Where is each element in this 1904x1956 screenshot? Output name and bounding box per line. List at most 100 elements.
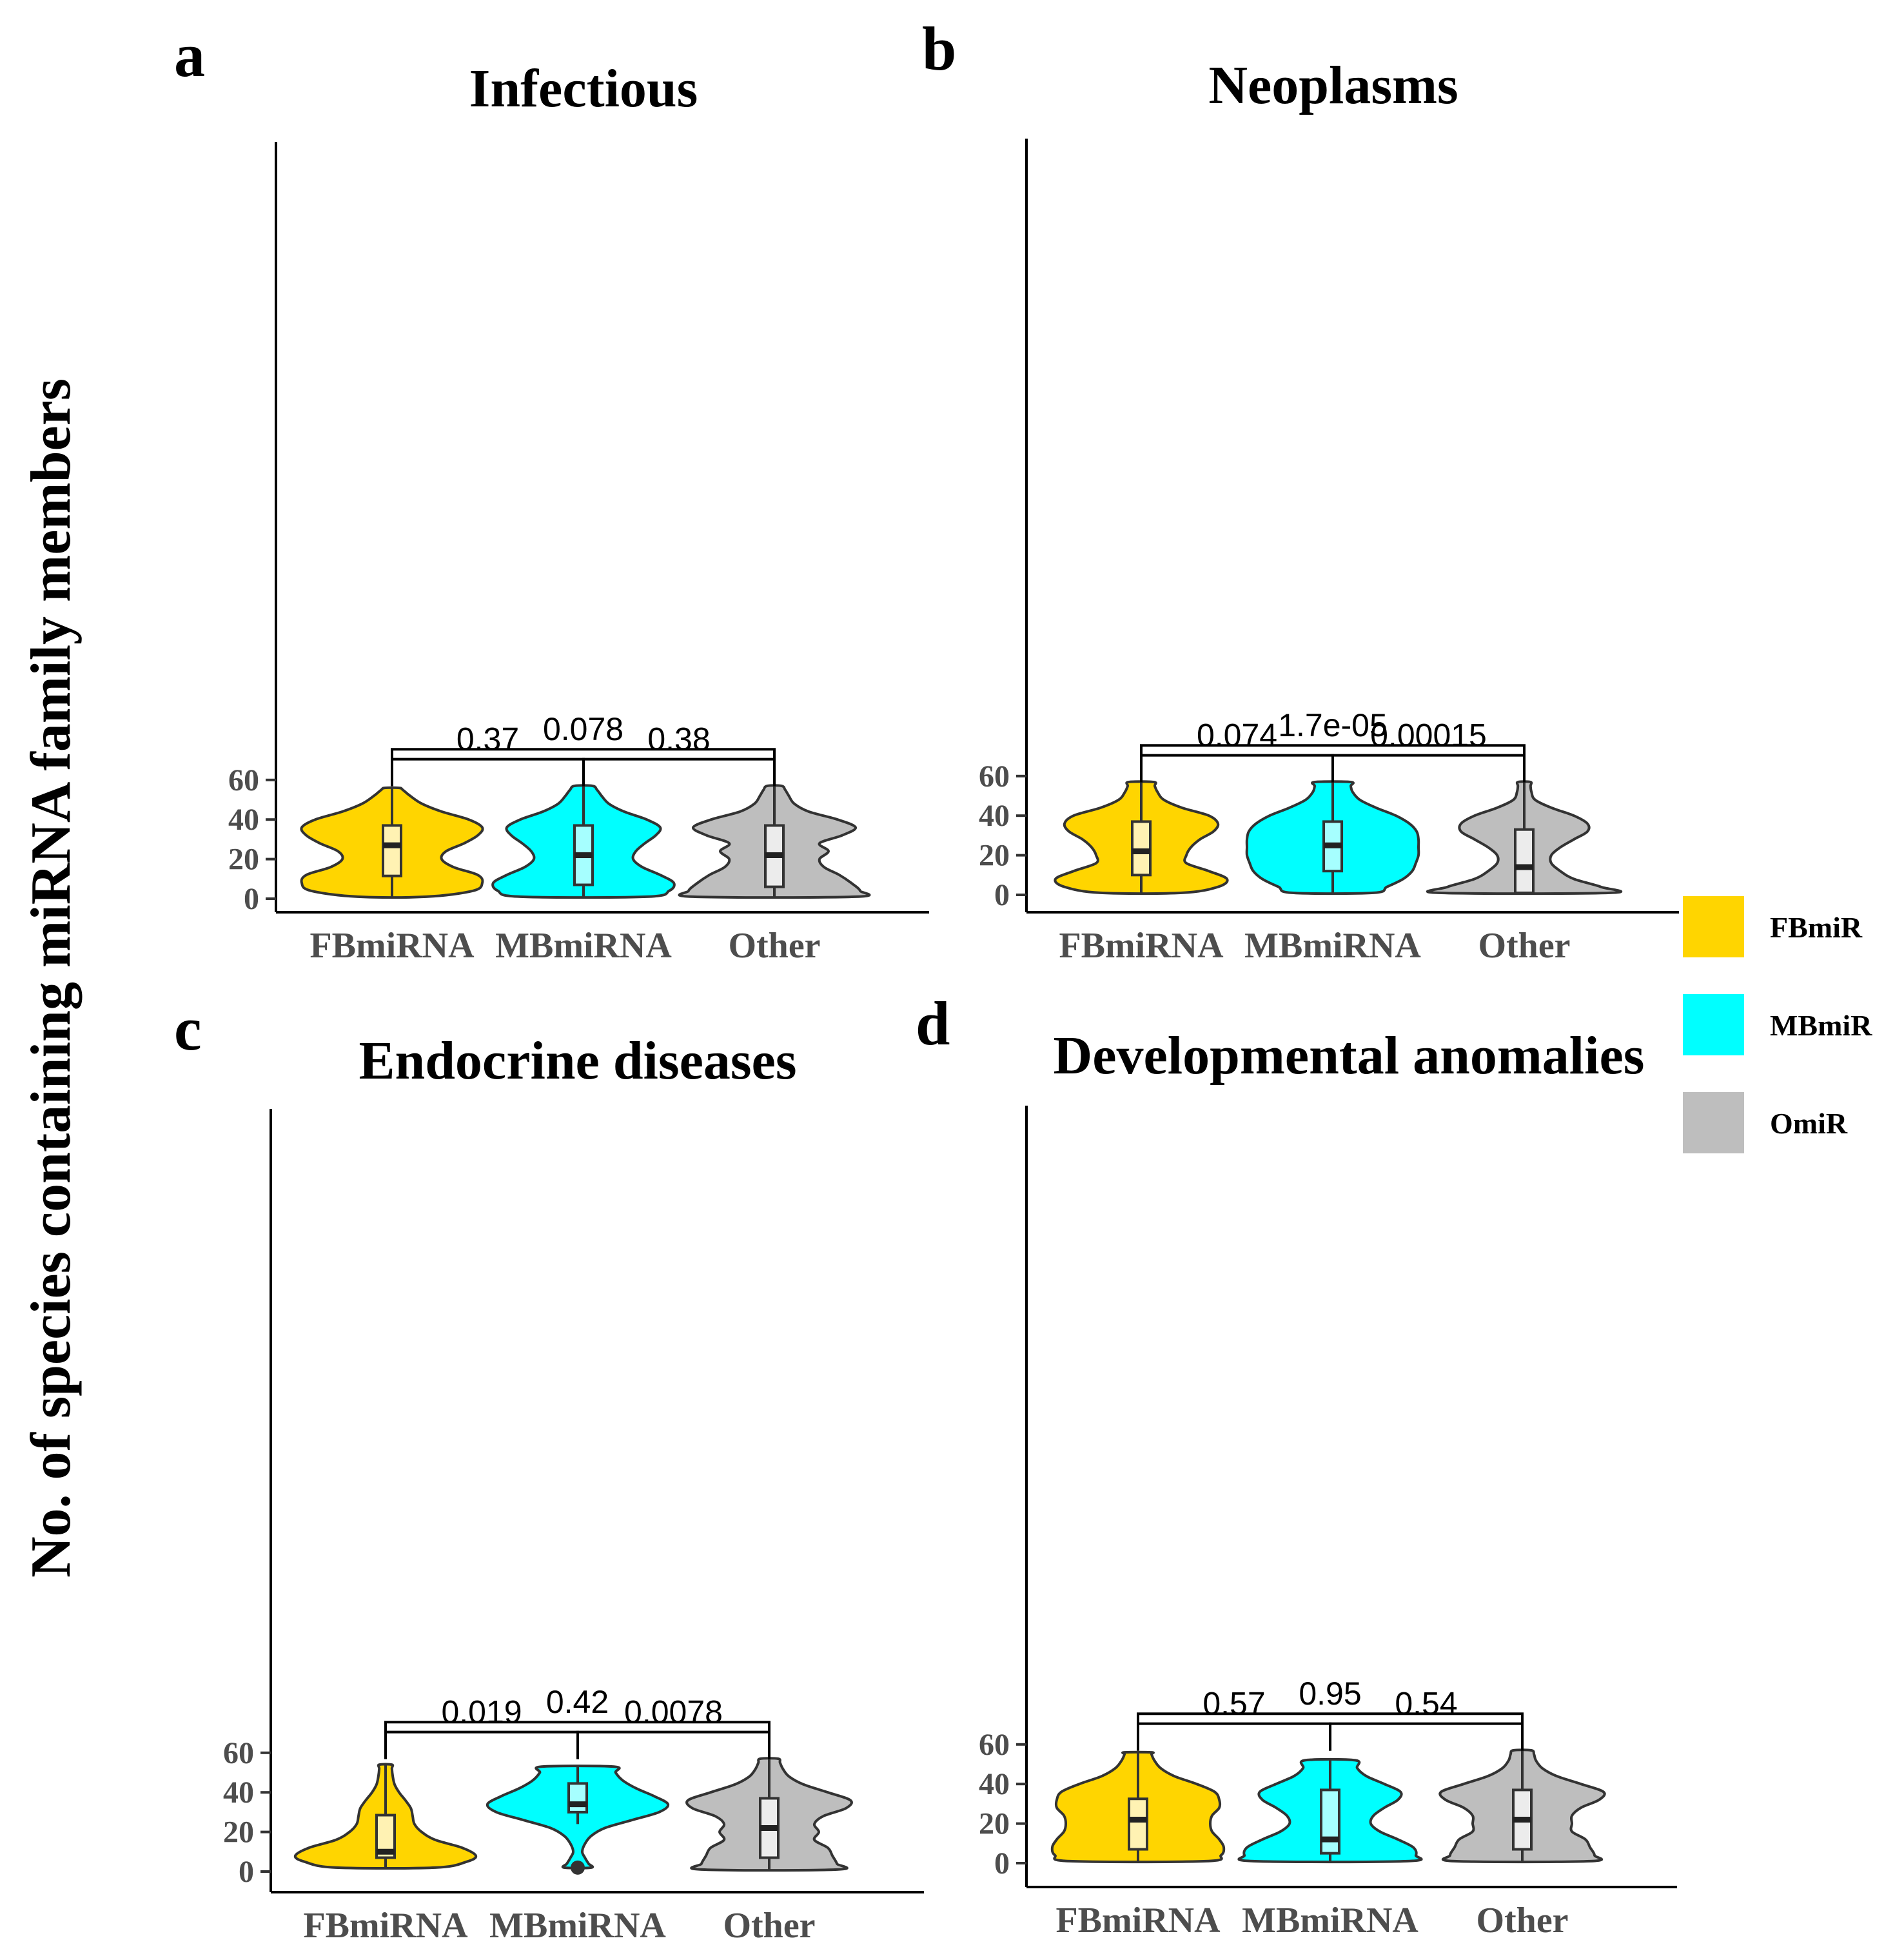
x-tick-label: MBmiRNA	[495, 926, 672, 966]
legend-item: OmiR	[1683, 1092, 1848, 1153]
comparison-bracket: 0.42	[384, 1684, 770, 1750]
y-tick-label: 0	[994, 1846, 1010, 1881]
bracket-line	[1137, 1712, 1524, 1741]
violin-Other	[685, 1757, 853, 1872]
box-iqr	[1514, 828, 1535, 894]
bracket-line	[1329, 1722, 1524, 1751]
violin-Other	[1426, 780, 1623, 895]
panel-c: c Endocrine diseases 0 20 40 60 FBmiRNA MBmiRNA…	[174, 994, 924, 1946]
legend: FBmiR MBmiR OmiR	[1683, 896, 1872, 1153]
y-tick-label: 60	[223, 1736, 254, 1770]
x-tick-label: Other	[728, 926, 820, 966]
comparison-bracket: 1.7e-05	[1140, 707, 1526, 773]
p-value-label: 0.074	[1197, 718, 1277, 754]
y-tick-label: 0	[244, 882, 259, 916]
legend-item: MBmiR	[1683, 994, 1872, 1055]
box-iqr	[567, 1782, 588, 1814]
p-value-label: 0.078	[543, 711, 623, 747]
figure-y-axis-label: No. of species containing miRNA family m…	[20, 378, 83, 1578]
y-tick-label: 40	[979, 799, 1010, 833]
box-iqr	[1131, 820, 1152, 877]
p-value-label: 0.37	[456, 721, 519, 758]
violin-MBmiRNA	[486, 1765, 670, 1875]
p-value-label: 0.54	[1395, 1686, 1457, 1722]
y-tick-label: 60	[228, 763, 259, 797]
violin-MBmiRNA	[1237, 1757, 1423, 1864]
legend-swatch	[1683, 1092, 1744, 1153]
p-value-label: 1.7e-05	[1278, 707, 1388, 743]
legend-label: FBmiR	[1770, 911, 1863, 944]
violin-FBmiRNA	[300, 786, 484, 899]
comparison-bracket: 0.00015	[1331, 718, 1526, 783]
y-tick-label: 60	[979, 1728, 1010, 1762]
bracket-line	[1331, 754, 1526, 783]
bracket-line	[391, 748, 776, 777]
violin-MBmiRNA	[491, 784, 676, 899]
legend-item: FBmiR	[1683, 896, 1863, 957]
bracket-line	[384, 1721, 770, 1750]
y-tick-label: 20	[228, 843, 259, 877]
bracket-line	[391, 758, 585, 787]
bracket-line	[1137, 1722, 1331, 1751]
panel-title: Endocrine diseases	[358, 1031, 796, 1091]
violin-MBmiRNA	[1245, 780, 1420, 895]
x-tick-label: Other	[723, 1906, 815, 1946]
panel-letter: c	[174, 994, 202, 1063]
box-iqr	[1320, 1788, 1340, 1855]
bracket-line	[1140, 744, 1526, 773]
violin-Other	[1438, 1748, 1606, 1864]
y-tick-label: 20	[979, 839, 1010, 873]
outlier-point	[571, 1860, 585, 1875]
comparison-bracket: 0.95	[1137, 1676, 1524, 1741]
box-iqr	[1128, 1797, 1148, 1851]
p-value-label: 0.57	[1202, 1686, 1265, 1722]
p-value-label: 0.42	[546, 1684, 609, 1720]
panel-letter: d	[916, 989, 950, 1058]
panel-title: Neoplasms	[1208, 55, 1458, 115]
bracket-line	[1140, 754, 1334, 783]
bracket-line	[582, 758, 776, 787]
panel-d: d Developmental anomalies 0 20 40 60 FBmiRNA MB…	[916, 989, 1677, 1941]
y-tick-label: 40	[228, 803, 259, 837]
p-value-label: 0.95	[1299, 1676, 1361, 1712]
p-value-label: 0.019	[441, 1694, 522, 1730]
bracket-line	[576, 1730, 770, 1759]
violin-FBmiRNA	[293, 1763, 478, 1870]
y-tick-label: 40	[979, 1767, 1010, 1801]
violin-FBmiRNA	[1050, 1750, 1226, 1864]
y-tick-label: 0	[239, 1855, 254, 1889]
x-tick-label: FBmiRNA	[303, 1906, 468, 1946]
panel-b: b Neoplasms 0 20 40 60 FBmiRNA MBmiRNA Other 0.07…	[922, 14, 1679, 966]
y-tick-label: 20	[223, 1815, 254, 1850]
comparison-bracket: 0.019	[384, 1694, 579, 1759]
violin-FBmiRNA	[1054, 780, 1229, 895]
bracket-line	[384, 1730, 579, 1759]
x-tick-label: FBmiRNA	[1055, 1901, 1221, 1941]
panel-a: a Infectious 0 20 40 60 FBmiRNA MBmiRNA Other 0.3…	[174, 21, 929, 966]
panel-letter: b	[922, 14, 956, 83]
x-tick-label: Other	[1476, 1901, 1568, 1941]
panels: a Infectious 0 20 40 60 FBmiRNA MBmiRNA Other 0.3…	[174, 14, 1679, 1946]
x-tick-label: FBmiRNA	[1059, 926, 1224, 966]
box-iqr	[382, 824, 402, 877]
x-tick-label: Other	[1478, 926, 1570, 966]
violin-Other	[678, 784, 871, 899]
panel-letter: a	[174, 21, 205, 90]
y-tick-label: 0	[994, 878, 1010, 912]
p-value-label: 0.00015	[1370, 718, 1487, 754]
legend-swatch	[1683, 896, 1744, 957]
legend-swatch	[1683, 994, 1744, 1055]
y-tick-label: 60	[979, 759, 1010, 794]
y-tick-label: 20	[979, 1807, 1010, 1841]
panel-title: Infectious	[469, 59, 698, 119]
legend-label: OmiR	[1770, 1107, 1848, 1140]
x-tick-label: FBmiRNA	[309, 926, 475, 966]
x-tick-label: MBmiRNA	[489, 1906, 666, 1946]
panel-title: Developmental anomalies	[1054, 1026, 1645, 1086]
p-value-label: 0.0078	[624, 1694, 723, 1730]
x-tick-label: MBmiRNA	[1242, 1901, 1418, 1941]
y-tick-label: 40	[223, 1775, 254, 1810]
legend-label: MBmiR	[1770, 1009, 1872, 1042]
x-tick-label: MBmiRNA	[1244, 926, 1421, 966]
